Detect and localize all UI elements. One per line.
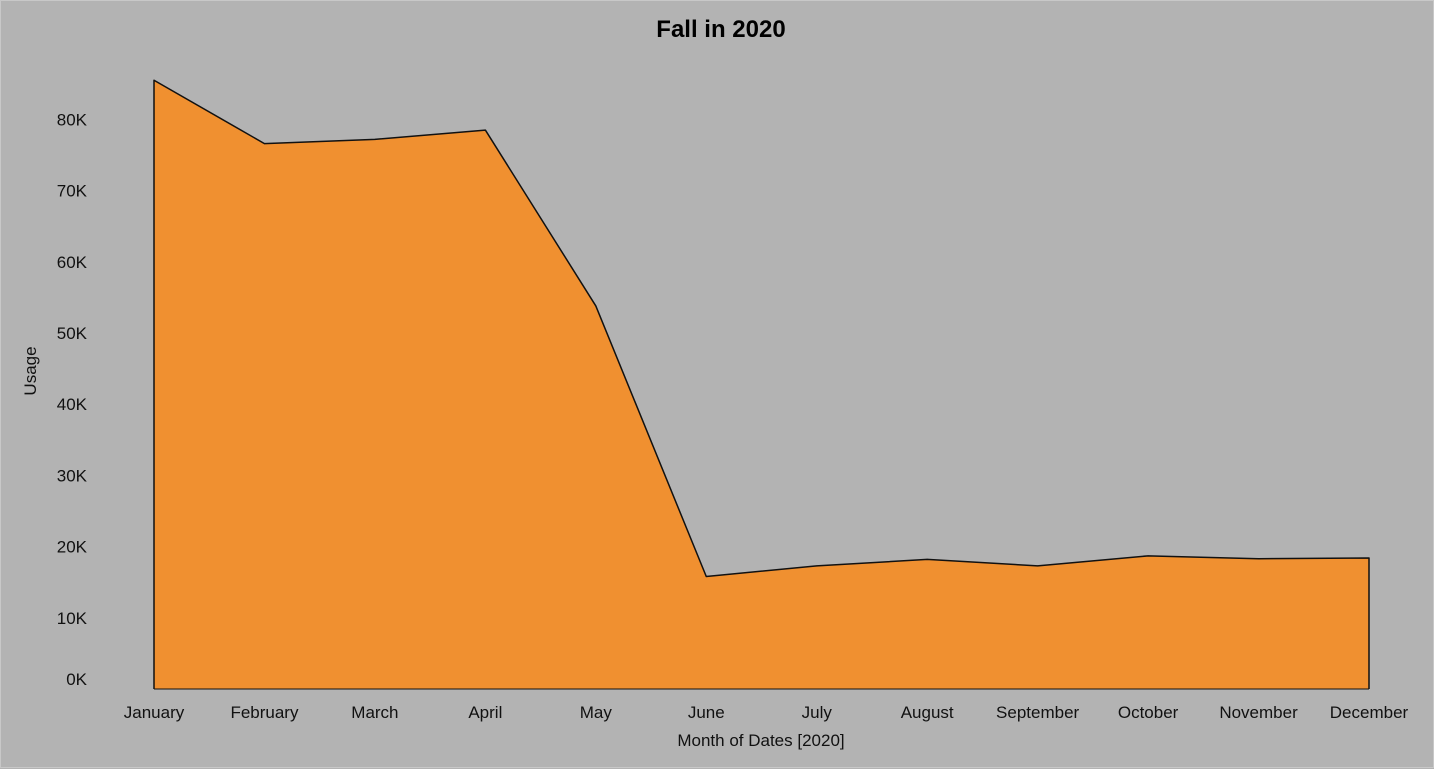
data-point-january [153,79,155,81]
x-axis: January February March April May June July Augu… [124,703,1409,722]
x-tick-label: January [124,703,185,722]
series-line [153,79,1370,689]
y-tick-label: 30K [57,466,88,485]
data-point-september [1037,565,1039,567]
y-tick-label: 20K [57,538,88,557]
data-point-april [484,129,486,131]
y-tick-label: 0K [66,670,87,689]
x-tick-label: May [580,703,613,722]
plot-area [153,79,1370,690]
x-tick-label: September [996,703,1079,722]
y-tick-label: 60K [57,253,88,272]
x-tick-label: December [1330,703,1409,722]
data-point-february [263,143,265,145]
y-tick-label: 10K [57,609,88,628]
x-tick-label: February [230,703,299,722]
data-point-august [926,558,928,560]
x-tick-label: April [468,703,502,722]
y-axis-label: Usage [21,346,40,395]
y-tick-label: 80K [57,110,88,129]
data-point-november [1258,558,1260,560]
x-axis-label: Month of Dates [2020] [677,731,844,750]
y-tick-label: 40K [57,395,88,414]
data-point-may [595,305,597,307]
y-tick-label: 50K [57,324,88,343]
x-tick-label: August [901,703,954,722]
x-tick-label: July [802,703,833,722]
area-fill [154,80,1369,690]
y-axis: 0K 10K 20K 30K 40K 50K 60K 70K 80K [57,110,88,689]
data-point-december [1368,557,1370,559]
x-tick-label: October [1118,703,1179,722]
y-tick-label: 70K [57,182,88,201]
chart-title: Fall in 2020 [656,16,785,43]
data-point-june [705,576,707,578]
x-tick-label: March [351,703,398,722]
data-point-october [1147,555,1149,557]
x-tick-label: November [1219,703,1298,722]
data-point-july [816,565,818,567]
x-tick-label: June [688,703,725,722]
data-point-march [374,138,376,140]
